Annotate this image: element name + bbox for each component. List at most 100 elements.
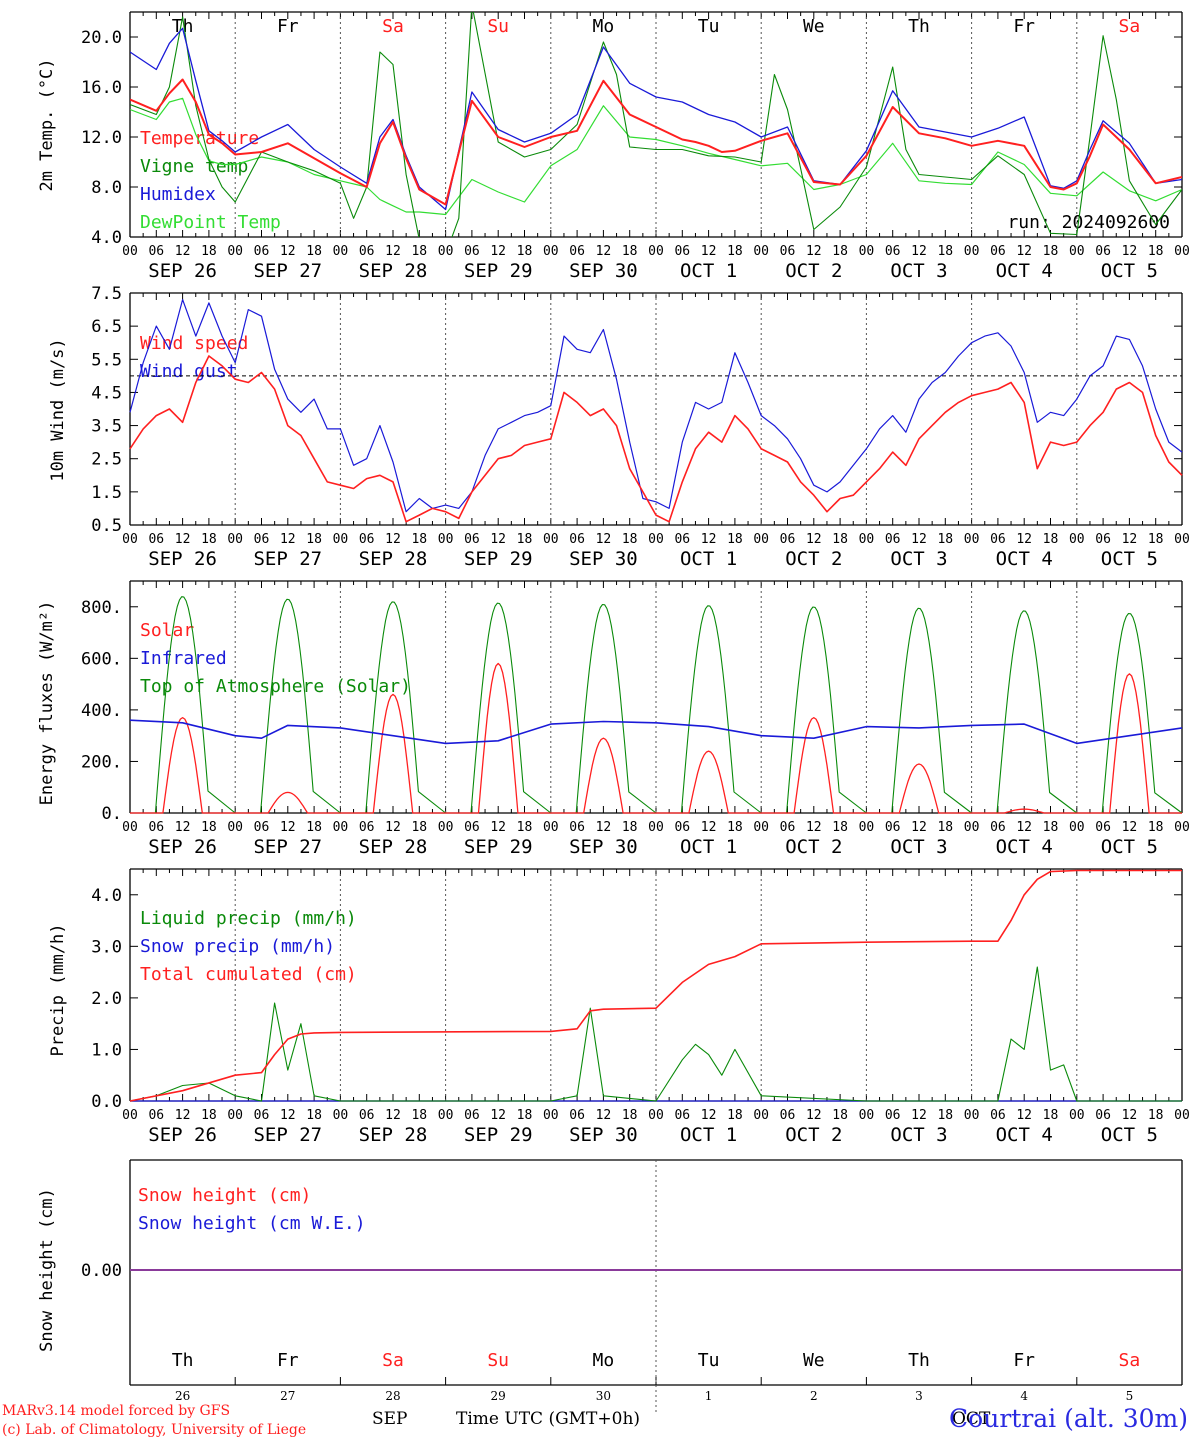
hour-tick-label: 18 — [937, 820, 953, 835]
hour-tick-label: 18 — [306, 532, 322, 547]
hour-tick-label: 18 — [727, 820, 743, 835]
date-label: SEP 29 — [464, 1124, 533, 1146]
dow-label-bottom: Sa — [1119, 1350, 1141, 1371]
liquid-precip-line — [129, 966, 1182, 1102]
hour-tick-label: 00 — [122, 1108, 138, 1123]
date-label: SEP 30 — [569, 260, 638, 282]
hour-tick-label: 12 — [280, 820, 296, 835]
date-label: OCT 2 — [785, 260, 842, 282]
dow-label-top: We — [803, 16, 825, 37]
hour-tick-label: 12 — [596, 244, 612, 259]
hour-tick-label: 00 — [438, 532, 454, 547]
hour-tick-label: 18 — [1148, 820, 1164, 835]
date-label: SEP 27 — [253, 260, 322, 282]
hour-tick-label: 06 — [885, 1108, 901, 1123]
y-tick-label: 8.0 — [91, 178, 122, 198]
hour-tick-label: 12 — [490, 244, 506, 259]
date-label: SEP 28 — [359, 836, 428, 858]
hour-tick-label: 00 — [964, 1108, 980, 1123]
dow-label-top: Th — [908, 16, 930, 37]
hour-tick-label: 00 — [438, 1108, 454, 1123]
panel5-ylabel: Snow height (cm) — [37, 1188, 57, 1352]
hour-tick-label: 00 — [859, 532, 875, 547]
date-label: SEP 29 — [464, 836, 533, 858]
hour-tick-label: 12 — [806, 244, 822, 259]
hour-tick-label: 06 — [780, 820, 796, 835]
legend-wind-speed: Wind speed — [140, 333, 248, 354]
panel2-ylabel: 10m Wind (m/s) — [48, 338, 68, 481]
hour-tick-label: 00 — [1174, 820, 1190, 835]
day-number: 27 — [280, 1389, 295, 1403]
hour-tick-label: 00 — [964, 532, 980, 547]
y-tick-label: 1.0 — [91, 1040, 122, 1060]
hour-tick-label: 12 — [385, 244, 401, 259]
day-number: 29 — [491, 1389, 506, 1403]
hour-tick-label: 00 — [648, 532, 664, 547]
hour-tick-label: 00 — [1069, 820, 1085, 835]
hour-tick-label: 18 — [832, 1108, 848, 1123]
dow-label-bottom: Sa — [382, 1350, 404, 1371]
hour-tick-label: 18 — [727, 244, 743, 259]
hour-tick-label: 18 — [306, 244, 322, 259]
hour-tick-label: 06 — [254, 1108, 270, 1123]
hour-tick-label: 06 — [569, 244, 585, 259]
hour-tick-label: 18 — [937, 532, 953, 547]
dow-label-top: Sa — [382, 16, 404, 37]
hour-tick-label: 00 — [1069, 1108, 1085, 1123]
day-number: 30 — [596, 1389, 611, 1403]
hour-tick-label: 06 — [254, 820, 270, 835]
hour-tick-label: 12 — [1016, 244, 1032, 259]
date-label: SEP 27 — [253, 836, 322, 858]
hour-tick-label: 00 — [1069, 244, 1085, 259]
vigne-temp-line — [130, 12, 1182, 237]
hour-tick-label: 18 — [622, 532, 638, 547]
date-label: SEP 26 — [148, 260, 217, 282]
hour-tick-label: 06 — [1095, 1108, 1111, 1123]
legend-solar: Solar — [140, 620, 194, 641]
hour-tick-label: 18 — [1043, 532, 1059, 547]
day-number: 28 — [385, 1389, 400, 1403]
hour-tick-label: 06 — [885, 820, 901, 835]
hour-tick-label: 18 — [517, 820, 533, 835]
hour-tick-label: 06 — [990, 1108, 1006, 1123]
footer-station: Courtrai (alt. 30m) — [949, 1404, 1188, 1433]
hour-tick-label: 00 — [438, 244, 454, 259]
hour-tick-label: 06 — [1095, 244, 1111, 259]
day-number: 5 — [1126, 1389, 1134, 1403]
hour-tick-label: 12 — [806, 532, 822, 547]
run-label: run: 2024092600 — [1007, 212, 1170, 233]
hour-tick-label: 06 — [885, 244, 901, 259]
hour-tick-label: 18 — [517, 244, 533, 259]
hour-tick-label: 12 — [175, 820, 191, 835]
hour-tick-label: 18 — [937, 1108, 953, 1123]
hour-tick-label: 06 — [990, 532, 1006, 547]
hour-tick-label: 18 — [411, 1108, 427, 1123]
temperature-lines — [130, 12, 1182, 237]
y-tick-label: 5.5 — [91, 350, 122, 370]
hour-tick-label: 12 — [701, 244, 717, 259]
hour-tick-label: 06 — [674, 244, 690, 259]
hour-tick-label: 12 — [280, 1108, 296, 1123]
hour-tick-label: 18 — [1148, 532, 1164, 547]
y-tick-label: 20.0 — [81, 28, 122, 48]
hour-tick-label: 00 — [859, 1108, 875, 1123]
y-tick-label: 1.5 — [91, 483, 122, 503]
hour-tick-label: 06 — [148, 532, 164, 547]
footer-month-sep: SEP — [372, 1409, 408, 1429]
hour-tick-label: 18 — [1043, 820, 1059, 835]
hour-tick-label: 00 — [543, 244, 559, 259]
hour-tick-label: 12 — [490, 532, 506, 547]
hour-tick-label: 18 — [622, 244, 638, 259]
hour-tick-label: 12 — [1122, 820, 1138, 835]
y-tick-label: 400. — [81, 701, 122, 721]
date-label: OCT 3 — [890, 548, 947, 570]
y-tick-label: 16.0 — [81, 78, 122, 98]
date-label: OCT 3 — [890, 1124, 947, 1146]
hour-tick-label: 18 — [727, 1108, 743, 1123]
hour-tick-label: 12 — [701, 820, 717, 835]
hour-tick-label: 18 — [517, 1108, 533, 1123]
hour-tick-label: 18 — [306, 820, 322, 835]
hour-tick-label: 18 — [201, 820, 217, 835]
hour-tick-label: 12 — [911, 244, 927, 259]
legend-total-cumulated: Total cumulated (cm) — [140, 964, 357, 985]
